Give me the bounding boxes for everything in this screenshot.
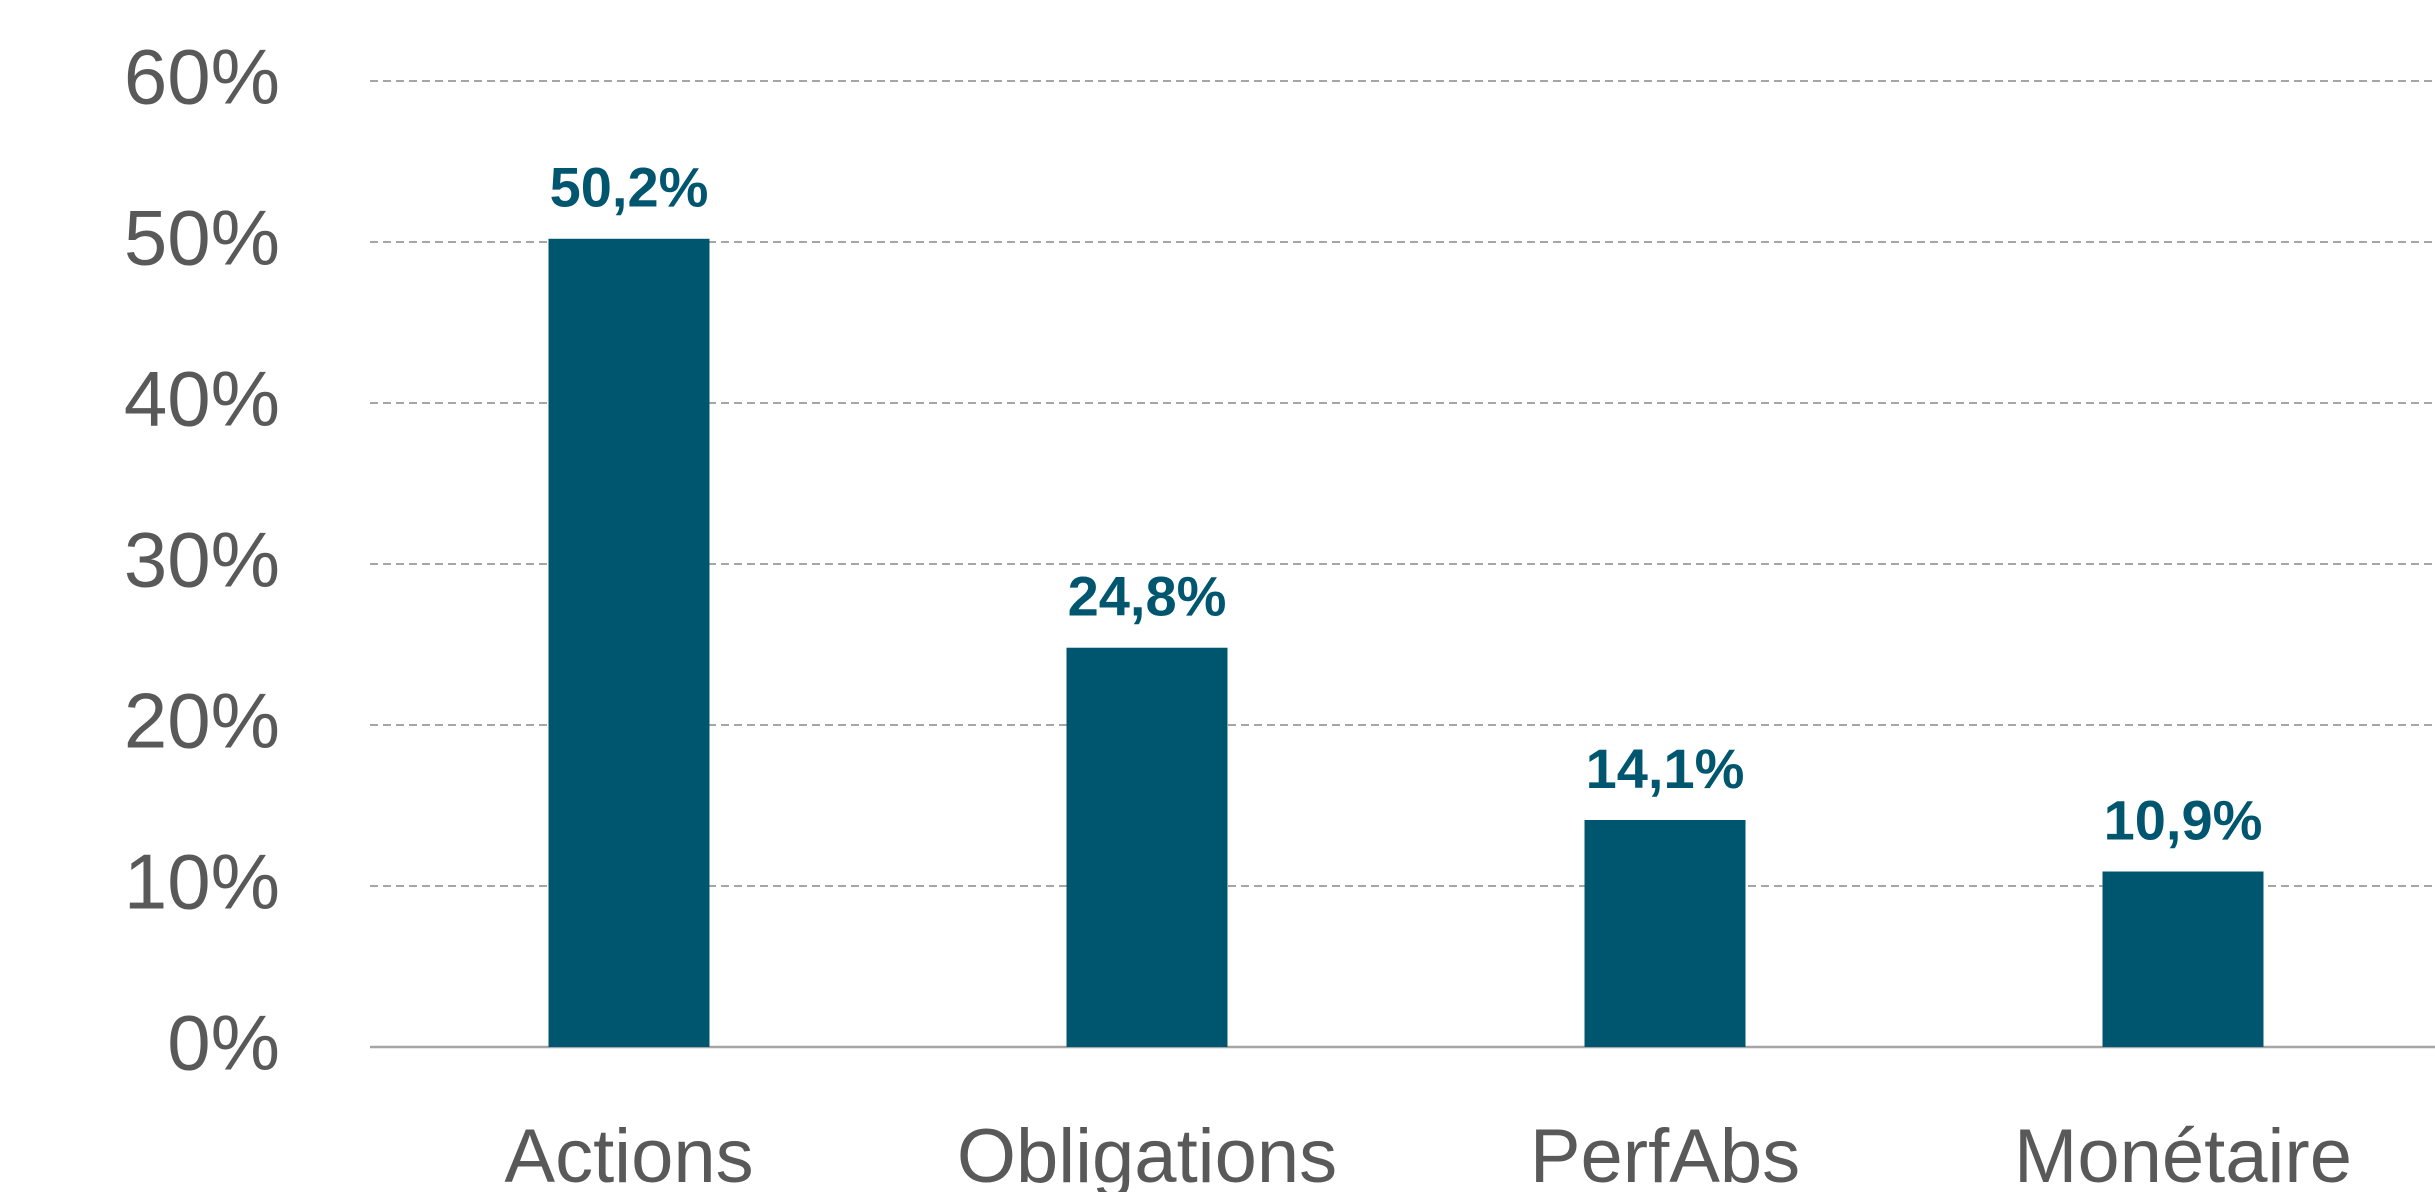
bar bbox=[1066, 647, 1228, 1047]
value-label: 50,2% bbox=[550, 156, 709, 219]
bar bbox=[548, 238, 710, 1047]
y-tick-label: 0% bbox=[167, 999, 280, 1087]
bar bbox=[2102, 871, 2264, 1047]
y-tick-label: 40% bbox=[124, 355, 280, 443]
y-tick-label: 30% bbox=[124, 516, 280, 604]
value-label: 10,9% bbox=[2104, 788, 2263, 851]
value-label: 24,8% bbox=[1068, 565, 1227, 628]
x-tick-label: PerfAbs bbox=[1530, 1114, 1800, 1192]
x-tick-label: Obligations bbox=[957, 1114, 1337, 1192]
x-tick-label: Monétaire bbox=[2014, 1114, 2352, 1192]
y-tick-label: 50% bbox=[124, 194, 280, 282]
y-tick-label: 20% bbox=[124, 677, 280, 765]
value-label: 14,1% bbox=[1586, 737, 1745, 800]
x-tick-label: Actions bbox=[504, 1114, 753, 1192]
y-tick-label: 60% bbox=[124, 33, 280, 121]
bar bbox=[1584, 819, 1746, 1047]
y-tick-label: 10% bbox=[124, 838, 280, 926]
